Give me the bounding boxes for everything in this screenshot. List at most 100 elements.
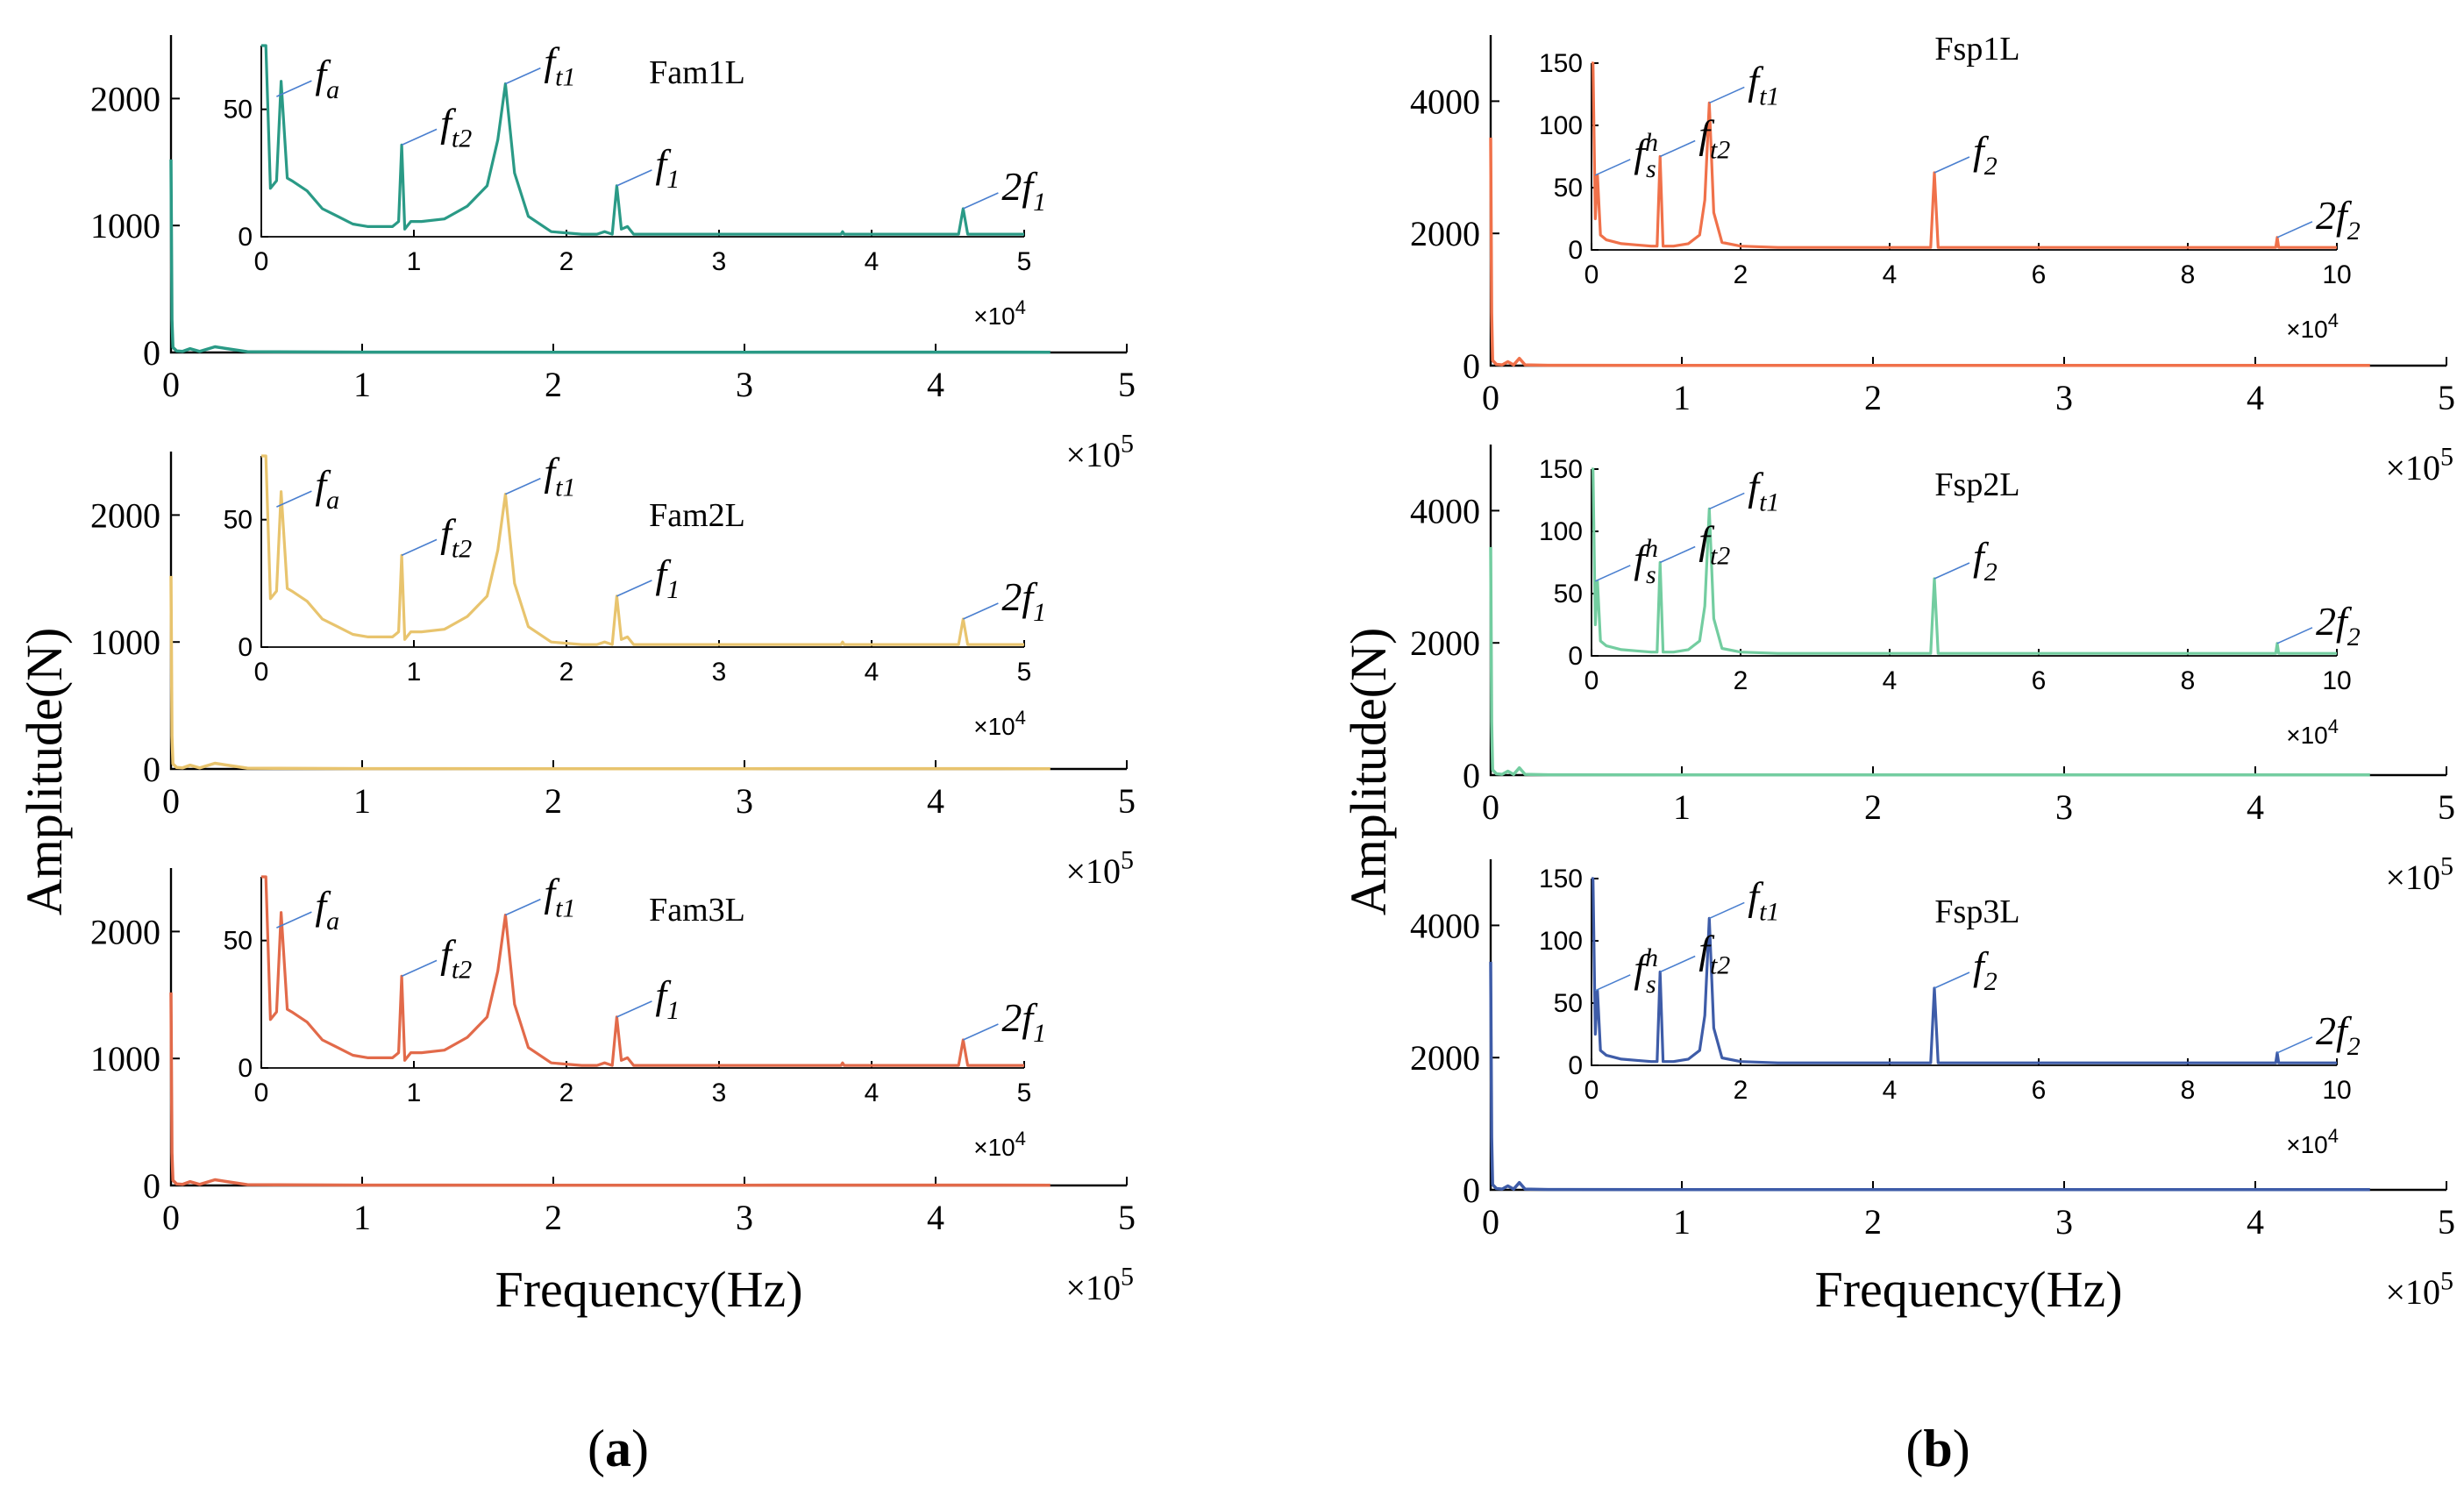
inset-x-tick-label: 10 [2322, 666, 2351, 695]
x-multiplier-main: ×105 [2385, 443, 2453, 488]
inset-x-tick-label: 5 [1017, 247, 1032, 276]
inset-x-tick-label: 0 [254, 247, 269, 276]
inset-x-tick-label: 0 [1585, 260, 1599, 289]
peak-leader-line [2276, 1036, 2313, 1054]
peak-leader-line [963, 192, 999, 210]
peak-label-f2: f2 [1973, 943, 1998, 996]
peak-leader-line [401, 959, 438, 978]
y-tick-label: 2000 [90, 79, 160, 118]
x-multiplier-main: ×105 [1065, 846, 1134, 892]
x-multiplier-inset: ×104 [2286, 715, 2339, 749]
inset-x-tick-label: 4 [865, 1078, 879, 1107]
y-tick-label: 0 [1463, 346, 1480, 386]
inset-y-tick-label: 0 [1568, 642, 1583, 671]
inset-x-tick-label: 3 [712, 1078, 727, 1107]
y-tick-label: 2000 [90, 495, 160, 535]
peak-leader-line [1708, 901, 1745, 920]
x-multiplier-inset: ×104 [2286, 310, 2339, 343]
chart-title-Fsp2L: Fsp2L [1934, 466, 2019, 503]
inset-axes [260, 46, 1024, 238]
x-axis-title-right: Frequency(Hz) [1814, 1261, 2122, 1318]
peak-leader-line [1933, 156, 1970, 174]
peak-leader-line [1708, 492, 1745, 510]
peak-label-ft2: ft2 [440, 510, 472, 563]
y-tick-label: 2000 [90, 912, 160, 951]
inset-axes [1591, 63, 2337, 251]
x-multiplier-main: ×105 [1065, 1263, 1134, 1308]
inset-x-tick-label: 2 [1734, 260, 1748, 289]
inset-y-tick-label: 0 [1568, 1051, 1583, 1080]
peak-label-fa: fa [315, 52, 339, 104]
inset-y-tick-label: 100 [1539, 927, 1583, 956]
y-tick-label: 4000 [1410, 82, 1480, 121]
inset-x-tick-label: 1 [407, 658, 422, 687]
peak-label-ft2: ft2 [440, 931, 472, 984]
x-tick-label: 1 [353, 781, 371, 821]
inset-x-tick-label: 2 [1734, 666, 1748, 695]
x-tick-label: 4 [927, 1198, 944, 1237]
peak-leader-line [616, 1000, 652, 1018]
peak-leader-line [505, 898, 541, 916]
inset-axes [260, 877, 1024, 1069]
peak-leader-line [2276, 221, 2313, 238]
x-tick-label: 0 [1482, 787, 1499, 827]
x-tick-label: 3 [736, 781, 753, 821]
y-tick-label: 2000 [1410, 1038, 1480, 1078]
x-multiplier-inset: ×104 [2286, 1125, 2339, 1158]
peak-leader-line [505, 67, 541, 85]
inset-x-tick-label: 10 [2322, 1076, 2351, 1105]
y-tick-label: 4000 [1410, 906, 1480, 945]
x-multiplier-main: ×105 [2385, 1267, 2453, 1313]
peak-label-f1: f1 [655, 141, 680, 194]
x-tick-label: 4 [2247, 378, 2264, 417]
inset-series-line [1592, 877, 2337, 1064]
x-tick-label: 0 [162, 1198, 180, 1237]
peak-leader-line [2276, 627, 2313, 644]
series-line-Fam3L [169, 992, 1050, 1187]
x-tick-label: 5 [1118, 365, 1136, 404]
chart-title-Fam3L: Fam3L [649, 892, 745, 929]
inset-x-tick-label: 4 [865, 658, 879, 687]
x-tick-label: 0 [162, 365, 180, 404]
inset-x-tick-label: 4 [865, 247, 879, 276]
x-tick-label: 2 [1864, 1202, 1882, 1242]
inset-x-tick-label: 5 [1017, 1078, 1032, 1107]
x-tick-label: 1 [1673, 787, 1691, 827]
peak-label-fa: fa [315, 462, 339, 515]
inset-y-tick-label: 50 [1554, 174, 1583, 203]
inset-series-line [261, 44, 1024, 236]
x-tick-label: 3 [2055, 787, 2073, 827]
x-tick-label: 3 [2055, 1202, 2073, 1242]
x-multiplier-inset: ×104 [973, 296, 1026, 330]
inset-x-tick-label: 4 [1883, 260, 1898, 289]
inset-y-tick-label: 0 [1568, 236, 1583, 265]
peak-label-2f1: 2f1 [1001, 995, 1046, 1048]
inset-series-line [1592, 61, 2337, 249]
x-multiplier-inset: ×104 [973, 707, 1026, 740]
peak-label-ft2: ft2 [1698, 928, 1730, 980]
x-tick-label: 2 [1864, 787, 1882, 827]
inset-x-tick-label: 1 [407, 1078, 422, 1107]
peak-label-2f2: 2f2 [2316, 599, 2361, 651]
inset-y-tick-label: 150 [1539, 455, 1583, 484]
inset-series-line [1592, 467, 2337, 655]
x-tick-label: 0 [1482, 1202, 1499, 1242]
y-tick-label: 4000 [1410, 491, 1480, 530]
series-line-Fam1L [169, 159, 1050, 354]
inset-series-line [261, 454, 1024, 646]
inset-x-tick-label: 0 [254, 1078, 269, 1107]
inset-y-tick-label: 150 [1539, 865, 1583, 893]
inset-x-tick-label: 6 [2032, 260, 2047, 289]
peak-label-ft1: ft1 [1748, 58, 1779, 110]
peak-label-ft1: ft1 [544, 450, 575, 502]
series-line-Fsp1L [1489, 137, 2370, 367]
peak-label-ft1: ft1 [544, 871, 575, 923]
inset-y-tick-label: 0 [238, 1054, 253, 1083]
peak-leader-line [401, 128, 438, 146]
inset-x-tick-label: 1 [407, 247, 422, 276]
peak-leader-line [616, 169, 652, 187]
x-tick-label: 4 [2247, 1202, 2264, 1242]
